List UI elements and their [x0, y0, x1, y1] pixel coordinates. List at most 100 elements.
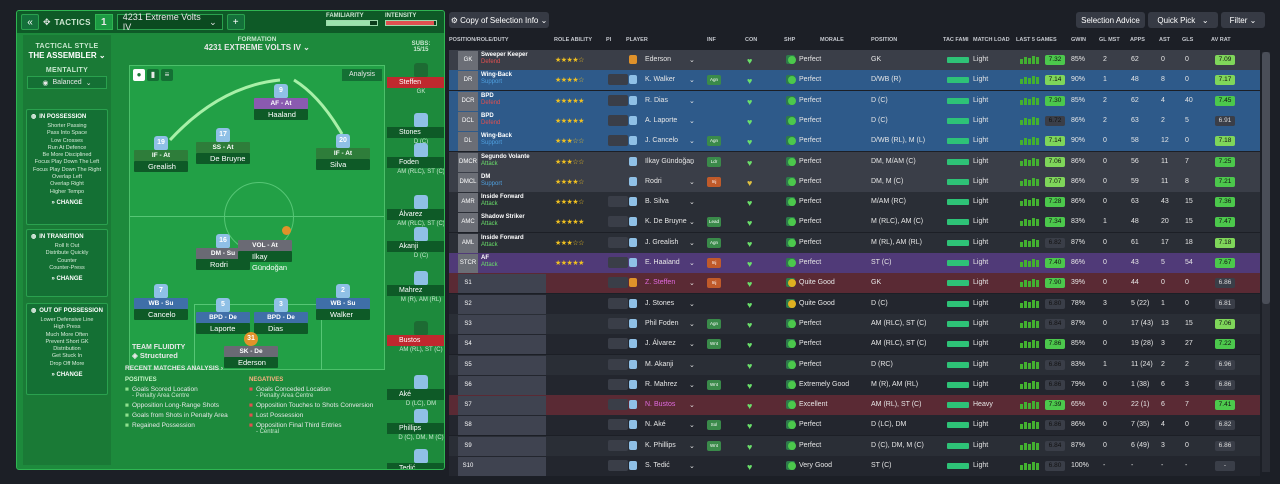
player-instructions-toggle[interactable] [608, 236, 628, 248]
role-select[interactable] [478, 457, 546, 476]
player-instructions-toggle[interactable] [608, 54, 628, 65]
table-row[interactable]: AMC Shadow Striker Attack ★★★★★ K. De Bruyne… [449, 212, 1260, 233]
role-select[interactable]: Wing-Back Support [478, 132, 546, 152]
column-header[interactable]: CON [745, 37, 758, 43]
pitch-player[interactable]: 20 IF - At Silva [316, 134, 370, 170]
table-row[interactable]: DMCR Segundo Volante Attack ★★★☆☆ Ilkay Günd… [449, 151, 1260, 172]
player-instructions-toggle[interactable] [608, 74, 628, 86]
role-select[interactable] [478, 355, 546, 375]
player-view-icon[interactable]: ● [133, 69, 145, 81]
role-select[interactable]: AF Attack [478, 254, 546, 273]
mentality-select[interactable]: ◉ Balanced ⌄ [27, 76, 107, 89]
player-instructions-toggle[interactable] [608, 338, 628, 350]
copy-selection-info-button[interactable]: ⚙ Copy of Selection Info ⌄ [449, 12, 549, 28]
player-instructions-toggle[interactable] [608, 317, 628, 329]
player-name[interactable]: J. Stones [645, 299, 675, 307]
filter-button[interactable]: Filter ⌄ [1221, 12, 1265, 28]
column-header[interactable]: AV RAT [1211, 37, 1231, 43]
pitch-player[interactable]: 7 WB - Su Cancelo [134, 284, 188, 320]
column-header[interactable]: GLS [1182, 37, 1194, 43]
sub-player-name[interactable]: Stones [387, 127, 444, 138]
table-row[interactable]: S1Z. Steffen⌄Inj♥▲Quite GoodGKLight7.903… [449, 273, 1260, 294]
tactic-slot-number[interactable]: 1 [94, 14, 113, 30]
style-name[interactable]: THE ASSEMBLER ⌄ [28, 51, 106, 60]
change-in-possession-button[interactable]: » CHANGE [51, 199, 83, 206]
change-in-transition-button[interactable]: » CHANGE [51, 276, 83, 283]
role-select[interactable]: Inside Forward Attack [478, 233, 546, 253]
list-view-icon[interactable]: ≡ [161, 69, 173, 81]
role-select[interactable] [478, 416, 546, 436]
player-instructions-toggle[interactable] [608, 297, 628, 309]
player-instructions-toggle[interactable] [608, 155, 628, 167]
column-header[interactable]: POSITION [871, 37, 898, 43]
player-instructions-toggle[interactable] [608, 419, 628, 431]
player-instructions-toggle[interactable] [608, 114, 628, 126]
player-name[interactable]: A. Laporte [645, 116, 678, 124]
player-name[interactable]: Z. Steffen [645, 279, 676, 287]
pitch-player[interactable]: 9 AF - At Haaland [254, 84, 308, 120]
column-header[interactable]: ROLE ABILITY [554, 37, 592, 43]
player-instructions-toggle[interactable] [608, 378, 628, 390]
pitch-player[interactable]: 16 DM - Su Rodri [196, 234, 250, 270]
player-name[interactable]: J. Cancelo [645, 137, 679, 145]
pitch-player[interactable]: 3 BPD - De Dias [254, 298, 308, 334]
role-select[interactable] [478, 375, 546, 395]
pitch-player[interactable]: 17 SS - At De Bruyne [196, 128, 250, 164]
formation-name[interactable]: 4231 EXTREME VOLTS IV ⌄ [204, 43, 310, 52]
table-row[interactable]: DMCLDMSupport★★★★☆Rodri⌄Inj♥▲PerfectDM, … [449, 171, 1260, 192]
player-name[interactable]: K. Phillips [645, 441, 676, 449]
player-name[interactable]: Ederson [645, 56, 672, 63]
column-header[interactable]: AST [1159, 37, 1170, 43]
analysis-heading[interactable]: RECENT MATCHES ANALYSIS › [125, 365, 224, 372]
table-row[interactable]: AML Inside Forward Attack ★★★☆☆ J. Grealish ⌄… [449, 232, 1260, 253]
player-name[interactable]: Phil Foden [645, 319, 679, 327]
column-header[interactable]: SHP [784, 37, 796, 43]
player-instructions-toggle[interactable] [608, 175, 628, 187]
column-header[interactable]: PLAYER [626, 37, 648, 43]
role-select[interactable] [478, 396, 546, 416]
role-select[interactable]: Wing-Back Support [478, 71, 546, 91]
stats-view-icon[interactable]: ▮ [147, 69, 159, 81]
sub-player-name[interactable]: Tedić [387, 463, 444, 469]
back-button[interactable]: « [21, 14, 39, 30]
player-instructions-toggle[interactable] [608, 94, 628, 106]
pitch-player[interactable]: VOL - At Ilkay Gündoğan [238, 226, 292, 272]
role-select[interactable]: BPD Defend [478, 91, 546, 111]
analysis-button[interactable]: Analysis [342, 69, 382, 81]
change-out-of-possession-button[interactable]: » CHANGE [51, 372, 83, 379]
player-name[interactable]: J. Álvarez [645, 340, 676, 348]
role-select[interactable]: Inside Forward Attack [478, 193, 546, 213]
player-instructions-toggle[interactable] [608, 196, 628, 208]
player-name[interactable]: S. Tedić [645, 462, 670, 469]
role-select[interactable]: Segundo Volante Attack [478, 152, 546, 172]
scrollbar-thumb[interactable] [1262, 52, 1270, 304]
column-header[interactable]: INF [707, 37, 716, 43]
player-instructions-toggle[interactable] [608, 257, 628, 268]
player-name[interactable]: E. Haaland [645, 259, 680, 266]
player-name[interactable]: R. Dias [645, 96, 668, 104]
sub-player-name[interactable]: Steffen [387, 77, 444, 88]
player-name[interactable]: B. Silva [645, 198, 669, 206]
role-select[interactable] [478, 335, 546, 355]
player-instructions-toggle[interactable] [608, 439, 628, 451]
role-select[interactable] [478, 294, 546, 314]
column-header[interactable]: GL MST [1099, 37, 1120, 43]
add-tactic-button[interactable]: + [226, 14, 245, 30]
sub-player-name[interactable]: Mahrez [387, 285, 444, 296]
pitch-player[interactable]: 19 IF - At Grealish [134, 136, 188, 172]
player-instructions-toggle[interactable] [608, 216, 628, 228]
role-select[interactable] [478, 436, 546, 456]
